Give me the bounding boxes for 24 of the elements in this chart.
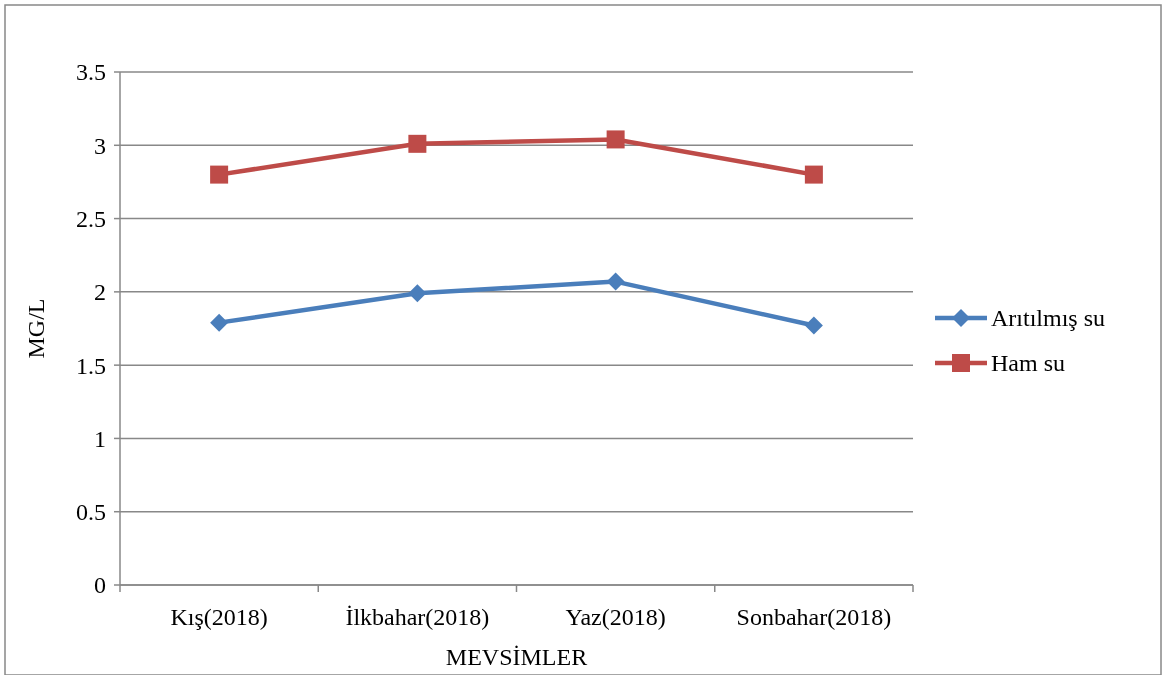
x-tick-label: Yaz(2018) [565,604,666,630]
x-tick-label: Kış(2018) [170,604,268,630]
legend-label: Ham su [991,350,1065,377]
x-tick-label: Sonbahar(2018) [736,604,892,630]
y-tick-label: 3.5 [76,59,106,86]
point [606,130,625,149]
y-tick-label: 3 [94,132,106,159]
x-axis-title: MEVSİMLER [445,644,588,670]
point [408,134,427,153]
y-tick-label: 1 [94,425,106,452]
y-tick-label: 0.5 [76,499,106,526]
point [606,272,625,291]
point [210,313,229,332]
y-tick-label: 2.5 [76,205,106,232]
y-axis-title: MG/L [23,298,49,359]
y-tick-label: 1.5 [76,352,106,379]
point [210,165,229,184]
point [804,165,823,184]
legend-label: Arıtılmış su [991,305,1106,332]
x-tick-label: İlkbahar(2018) [345,604,490,630]
point [804,316,823,335]
y-tick-label: 0 [94,572,106,599]
point [408,284,427,303]
y-tick-label: 2 [94,279,106,306]
